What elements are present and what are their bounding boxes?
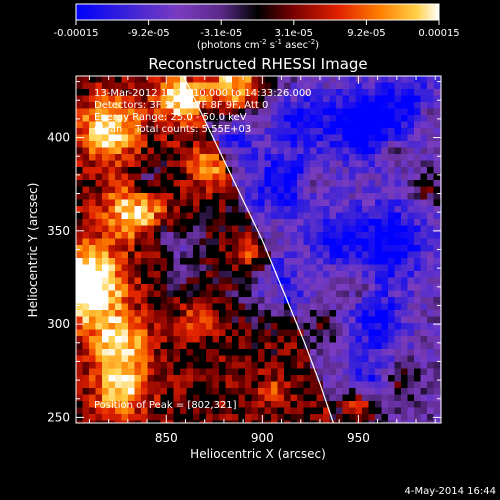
annotation-detectors: Detectors: 3F 5F 6F 7F 8F 9F, Att 0	[94, 100, 268, 111]
annotation-clean-counts: Clean Total counts: 5.55E+03	[94, 124, 251, 135]
y-tick-label: 300	[47, 317, 70, 331]
x-tick-label: 950	[347, 431, 370, 445]
colorbar-tick-label: 9.2e-05	[347, 28, 385, 39]
colorbar-tick-label: -0.00015	[54, 28, 99, 39]
chart-title: Reconstructed RHESSI Image	[148, 55, 367, 73]
y-tick-label: 250	[47, 410, 70, 424]
colorbar-tick-label: 3.1e-05	[275, 28, 313, 39]
annotation-energy-range: Energy Range: 25.0 - 50.0 keV	[94, 112, 247, 123]
y-axis-ticks: 250 300 350 400	[47, 81, 441, 424]
colorbar	[75, 3, 440, 21]
x-tick-label: 900	[251, 431, 274, 445]
x-axis-label: Heliocentric X (arcsec)	[190, 447, 326, 461]
colorbar-tick-label: 0.00015	[418, 28, 459, 39]
colorbar-tick-label: -3.1e-05	[200, 28, 242, 39]
y-axis-label: Heliocentric Y (arcsec)	[26, 183, 40, 318]
footer-date: 4-May-2014 16:44	[404, 486, 496, 497]
y-tick-label: 400	[47, 131, 70, 145]
colorbar-unit: (photons cm-2 s-1 asec-2)	[197, 38, 319, 51]
colorbar-ticks: -0.00015 -9.2e-05 -3.1e-05 3.1e-05 9.2e-05 0.…	[54, 20, 460, 39]
y-tick-label: 350	[47, 224, 70, 238]
annotation-peak-position: Position of Peak = [802,321]	[94, 400, 237, 411]
x-axis-ticks: 850 900 950	[88, 76, 436, 445]
heatmap-image	[76, 76, 441, 423]
annotation-time-range: 13-Mar-2012 14:25:10.000 to 14:33:26.000	[94, 88, 312, 99]
colorbar-tick-label: -9.2e-05	[128, 28, 170, 39]
solar-limb-curve	[183, 76, 334, 423]
x-tick-label: 850	[155, 431, 178, 445]
